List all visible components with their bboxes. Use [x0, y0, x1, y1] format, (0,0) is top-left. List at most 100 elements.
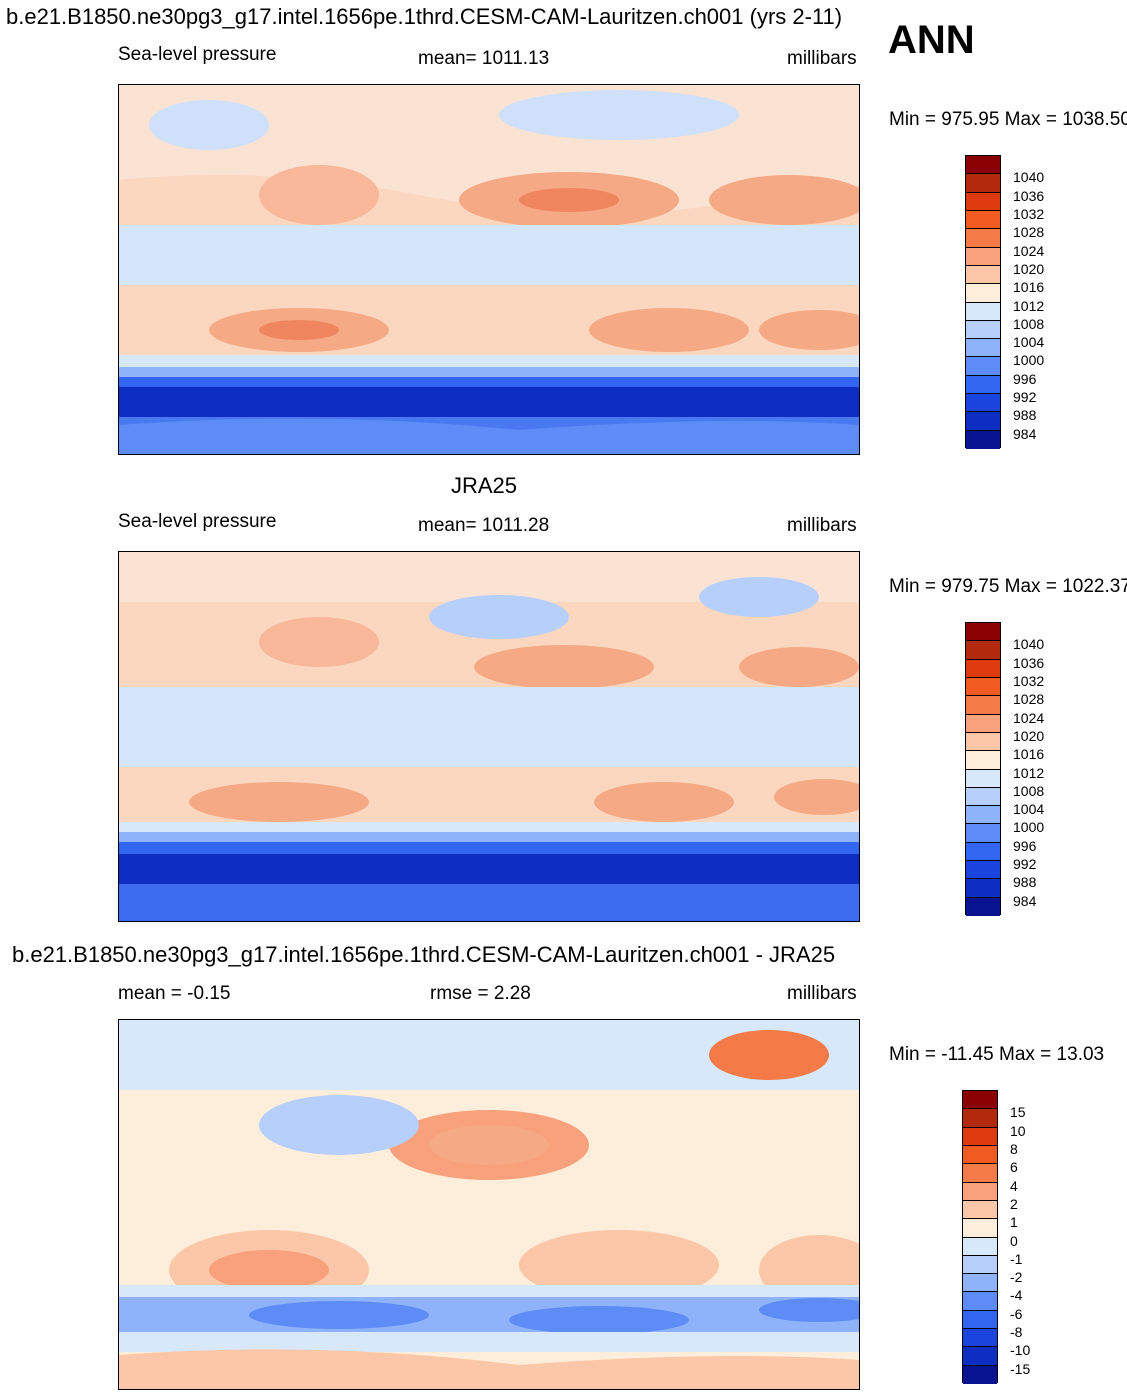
colorbar-swatch [966, 430, 1000, 449]
colorbar-swatch [963, 1274, 997, 1293]
colorbar-swatch [966, 879, 1000, 898]
colorbar-swatch [963, 1164, 997, 1183]
colorbar-tick-label: 992 [1013, 389, 1037, 406]
panel3-minmax: Min = -11.45 Max = 13.03 [889, 1044, 1105, 1065]
colorbar-tick-label: -1 [1010, 1250, 1023, 1267]
colorbar-tick-label: 2 [1010, 1195, 1018, 1212]
colorbar-swatch [963, 1329, 997, 1348]
colorbar-tick-label: 1024 [1013, 709, 1045, 726]
colorbar-tick-label: 1032 [1013, 205, 1045, 222]
panel3-map [118, 1019, 860, 1390]
colorbar-swatch [966, 787, 1000, 807]
colorbar-tick-label: 1016 [1013, 746, 1045, 763]
colorbar-swatch [966, 641, 1000, 660]
colorbar-swatch [966, 732, 1000, 752]
panel3-title: b.e21.B1850.ne30pg3_g17.intel.1656pe.1th… [12, 942, 836, 967]
colorbar-swatch [966, 806, 1000, 825]
colorbar-swatch [966, 375, 1000, 395]
colorbar-swatch [963, 1200, 997, 1220]
colorbar-swatch [963, 1292, 997, 1311]
panel1-colorbar [965, 155, 1001, 449]
colorbar-swatch [966, 229, 1000, 248]
panel3-mean-label: mean = -0.15 [118, 983, 231, 1004]
colorbar-tick-label: 4 [1010, 1177, 1018, 1194]
colorbar-swatch [966, 677, 1000, 697]
colorbar-tick-label: 1032 [1013, 672, 1045, 689]
colorbar-tick-label: -2 [1010, 1269, 1023, 1286]
panel1-minmax: Min = 975.95 Max = 1038.50 [889, 109, 1127, 130]
colorbar-tick-label: 988 [1013, 874, 1037, 891]
colorbar-swatch [963, 1182, 997, 1201]
colorbar-tick-label: 1000 [1013, 819, 1045, 836]
colorbar-tick-label: 1024 [1013, 242, 1045, 259]
panel2-units-label: millibars [787, 515, 857, 536]
colorbar-swatch [966, 824, 1000, 843]
colorbar-swatch [966, 769, 1000, 788]
panel2-variable-label: Sea-level pressure [118, 511, 277, 532]
colorbar-swatch [966, 751, 1000, 770]
colorbar-swatch [963, 1145, 997, 1165]
colorbar-tick-label: 984 [1013, 425, 1037, 442]
colorbar-swatch [966, 284, 1000, 303]
colorbar-swatch [966, 339, 1000, 358]
colorbar-tick-label: -6 [1010, 1305, 1023, 1322]
colorbar-swatch [966, 302, 1000, 321]
colorbar-swatch [963, 1255, 997, 1275]
colorbar-tick-label: -8 [1010, 1324, 1023, 1341]
panel2-minmax: Min = 979.75 Max = 1022.37 [889, 576, 1127, 597]
colorbar-swatch [963, 1109, 997, 1128]
colorbar-swatch [966, 696, 1000, 715]
colorbar-tick-label: 1008 [1013, 315, 1045, 332]
colorbar-swatch [966, 623, 1000, 642]
colorbar-tick-label: 984 [1013, 892, 1037, 909]
colorbar-swatch [963, 1127, 997, 1146]
colorbar-tick-label: 1016 [1013, 279, 1045, 296]
colorbar-swatch [966, 156, 1000, 175]
colorbar-tick-label: 1004 [1013, 801, 1045, 818]
panel1-map [118, 84, 860, 455]
colorbar-tick-label: 10 [1010, 1122, 1026, 1139]
colorbar-swatch [963, 1347, 997, 1366]
colorbar-tick-label: 1020 [1013, 260, 1045, 277]
panel2-mean-label: mean= 1011.28 [418, 515, 550, 536]
colorbar-tick-label: 988 [1013, 407, 1037, 424]
colorbar-tick-label: 15 [1010, 1104, 1026, 1121]
colorbar-tick-label: 1020 [1013, 727, 1045, 744]
colorbar-swatch [966, 897, 1000, 916]
colorbar-tick-label: 1008 [1013, 782, 1045, 799]
colorbar-swatch [966, 659, 1000, 678]
colorbar-tick-label: 1036 [1013, 654, 1045, 671]
panel3-rmse-label: rmse = 2.28 [430, 983, 531, 1004]
panel3-colorbar [962, 1090, 998, 1384]
main-title: b.e21.B1850.ne30pg3_g17.intel.1656pe.1th… [6, 4, 843, 29]
panel1-units-label: millibars [787, 48, 857, 69]
colorbar-tick-label: 1040 [1013, 636, 1045, 653]
colorbar-tick-label: 996 [1013, 837, 1037, 854]
colorbar-tick-label: 1040 [1013, 169, 1045, 186]
colorbar-tick-label: 1012 [1013, 764, 1045, 781]
colorbar-tick-label: 0 [1010, 1232, 1018, 1249]
season-label: ANN [888, 18, 975, 62]
colorbar-swatch [966, 412, 1000, 431]
colorbar-tick-label: 996 [1013, 370, 1037, 387]
colorbar-tick-label: 6 [1010, 1159, 1018, 1176]
colorbar-tick-label: 1 [1010, 1214, 1018, 1231]
colorbar-swatch [966, 320, 1000, 340]
colorbar-tick-label: -10 [1010, 1342, 1031, 1359]
colorbar-swatch [966, 357, 1000, 376]
colorbar-swatch [966, 714, 1000, 733]
colorbar-tick-label: -4 [1010, 1287, 1023, 1304]
colorbar-swatch [963, 1237, 997, 1256]
colorbar-swatch [963, 1310, 997, 1330]
colorbar-swatch [963, 1365, 997, 1384]
panel1-mean-label: mean= 1011.13 [418, 48, 550, 69]
colorbar-swatch [966, 861, 1000, 880]
colorbar-tick-label: 8 [1010, 1140, 1018, 1157]
colorbar-swatch [966, 247, 1000, 266]
panel2-colorbar [965, 622, 1001, 916]
colorbar-tick-label: 992 [1013, 856, 1037, 873]
panel1-variable-label: Sea-level pressure [118, 44, 277, 65]
colorbar-tick-label: 1036 [1013, 187, 1045, 204]
colorbar-swatch [966, 842, 1000, 862]
panel3-units-label: millibars [787, 983, 857, 1004]
